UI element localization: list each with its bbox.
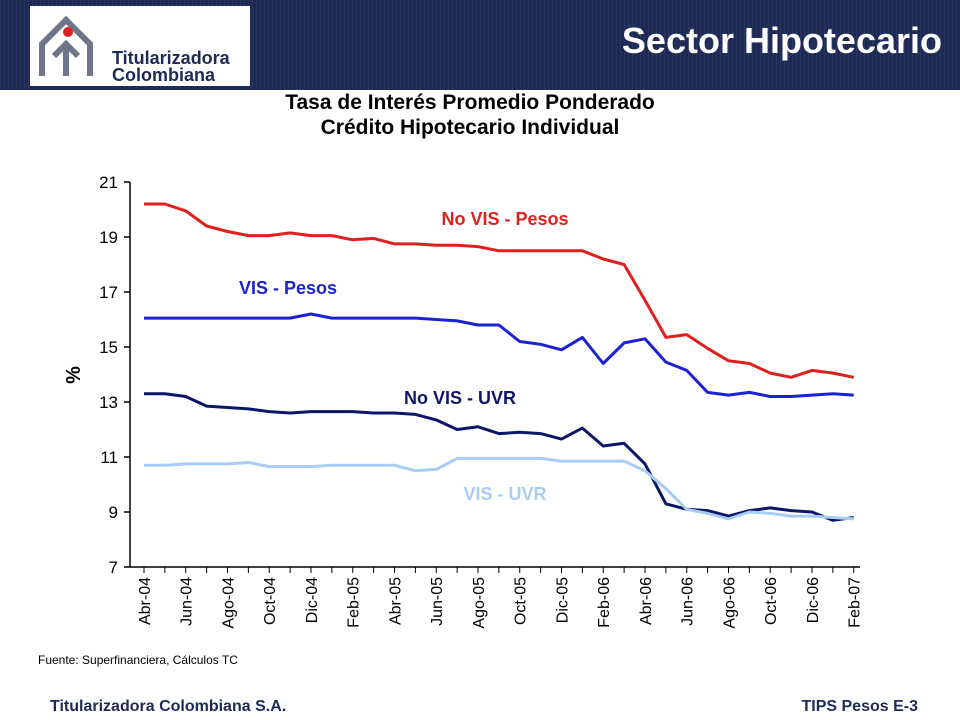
source-note: Fuente: Superfinanciera, Cálculos TC: [38, 653, 238, 667]
logo-line1: Titularizadora: [112, 48, 230, 68]
y-tick-label: 11: [100, 448, 118, 467]
x-tick-label: Feb-07: [847, 577, 864, 628]
y-tick-label: 17: [99, 283, 118, 302]
logo-text: Titularizadora Colombiana: [112, 48, 230, 85]
series-line: [144, 312, 854, 398]
x-tick-label: Jun-05: [429, 577, 446, 626]
company-logo: Titularizadora Colombiana: [30, 6, 250, 86]
y-axis-label: %: [63, 366, 85, 384]
x-tick-label: Jun-06: [680, 577, 697, 626]
series-label: VIS - Pesos: [239, 278, 337, 298]
header-bar: Titularizadora Colombiana Sector Hipotec…: [0, 0, 960, 90]
x-tick-label: Oct-05: [513, 577, 530, 625]
x-tick-label: Abr-04: [137, 577, 154, 625]
x-tick-label: Oct-04: [262, 577, 279, 625]
x-tick-label: Ago-06: [721, 577, 738, 629]
y-tick-label: 19: [99, 228, 118, 247]
logo-line2: Colombiana: [112, 65, 216, 85]
chart-title-line2: Crédito Hipotecario Individual: [320, 116, 620, 139]
x-tick-label: Feb-05: [346, 577, 363, 628]
house-logo-icon: [39, 15, 93, 76]
x-tick-label: Oct-06: [763, 577, 780, 625]
series-label: VIS - UVR: [463, 484, 546, 504]
x-tick-label: Ago-05: [471, 577, 488, 629]
y-tick-label: 9: [109, 503, 118, 522]
x-tick-label: Dic-05: [554, 577, 571, 623]
series-label: No VIS - UVR: [404, 388, 516, 408]
series-line: [144, 456, 854, 521]
footer-page-id: TIPS Pesos E-3: [801, 698, 919, 715]
chart-title: Tasa de Interés Promedio Ponderado Crédi…: [200, 90, 740, 140]
series-line: [144, 392, 854, 522]
y-tick-label: 7: [109, 558, 118, 577]
y-tick-label: 15: [99, 338, 118, 357]
page-title: Sector Hipotecario: [621, 20, 942, 61]
x-tick-label: Abr-05: [387, 577, 404, 625]
x-tick-label: Ago-04: [220, 577, 237, 629]
chart-title-line1: Tasa de Interés Promedio Ponderado: [285, 91, 655, 114]
series-line: [144, 202, 854, 379]
x-tick-label: Dic-04: [304, 577, 321, 623]
series-label: No VIS - Pesos: [441, 209, 568, 229]
x-tick-label: Dic-06: [805, 577, 822, 623]
y-tick-label: 13: [99, 393, 118, 412]
y-tick-label: 21: [99, 173, 118, 192]
x-tick-label: Abr-06: [638, 577, 655, 625]
footer-company: Titularizadora Colombiana S.A.: [50, 698, 287, 715]
x-tick-label: Feb-06: [596, 577, 613, 628]
x-tick-label: Jun-04: [179, 577, 196, 626]
